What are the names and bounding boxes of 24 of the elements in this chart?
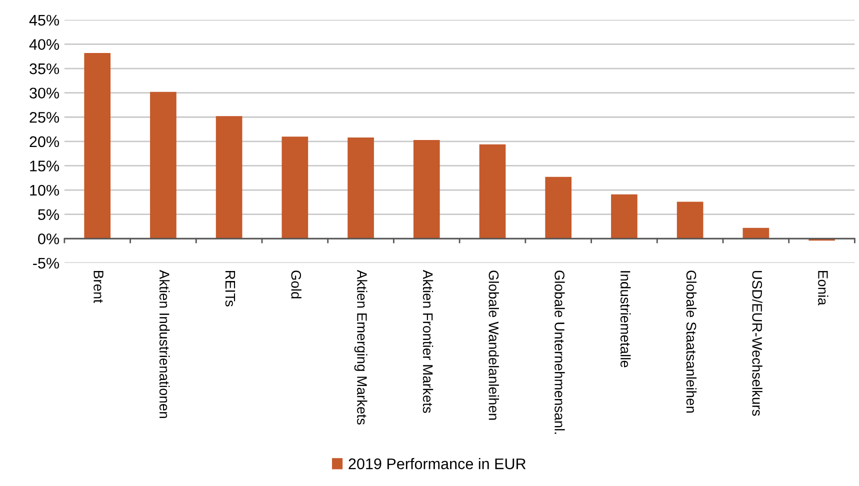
y-tick-label: 20% bbox=[30, 136, 60, 148]
legend-label: 2019 Performance in EUR bbox=[348, 458, 526, 470]
x-tick-label: REITs bbox=[225, 271, 236, 306]
x-tick-label: Globale Staatsanleihen bbox=[686, 270, 697, 413]
x-tick-label: Globale Unternehmensanl. bbox=[554, 270, 565, 434]
x-tick-label: Aktien Frontier Markets bbox=[422, 270, 434, 413]
x-tick-label: Aktien Industrienationen bbox=[159, 270, 170, 418]
x-tick-label: USD/EUR-Wechselkurs bbox=[752, 270, 762, 416]
x-tick-label: Gold bbox=[291, 270, 302, 298]
y-tick-label: 40% bbox=[29, 39, 60, 50]
y-tick-label: 35% bbox=[30, 63, 60, 74]
x-tick-label: Industriemetalle bbox=[620, 271, 631, 368]
y-tick-label: 0% bbox=[38, 233, 60, 244]
y-tick-label: 45% bbox=[29, 14, 60, 26]
y-tick-label: 25% bbox=[30, 112, 60, 123]
y-tick-label: 10% bbox=[30, 184, 60, 196]
x-tick-label: Brent bbox=[94, 271, 104, 303]
y-tick-label: 5% bbox=[38, 209, 60, 220]
y-tick-label: 15% bbox=[30, 160, 60, 172]
x-tick-label: Eonia bbox=[818, 271, 828, 306]
x-tick-label: Globale Wandelanleihen bbox=[488, 270, 499, 420]
y-tick-label: 30% bbox=[30, 88, 60, 99]
x-tick-label: Aktien Emerging Markets bbox=[354, 270, 368, 425]
y-tick-label: -5% bbox=[33, 258, 60, 269]
